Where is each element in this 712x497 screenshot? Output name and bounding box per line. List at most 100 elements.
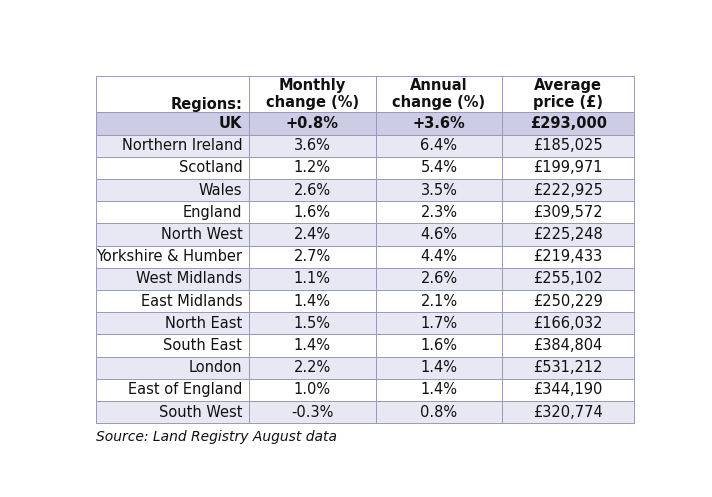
Bar bbox=[249, 401, 376, 423]
Bar bbox=[249, 112, 376, 135]
Text: London: London bbox=[189, 360, 243, 375]
Text: 3.5%: 3.5% bbox=[421, 182, 457, 198]
Text: £222,925: £222,925 bbox=[533, 182, 603, 198]
Bar bbox=[95, 334, 249, 356]
Text: 2.1%: 2.1% bbox=[420, 294, 458, 309]
Text: Northern Ireland: Northern Ireland bbox=[122, 138, 243, 153]
Text: -0.3%: -0.3% bbox=[291, 405, 334, 419]
Text: Scotland: Scotland bbox=[179, 161, 243, 175]
Text: £225,248: £225,248 bbox=[533, 227, 603, 242]
Text: 1.2%: 1.2% bbox=[294, 161, 331, 175]
Bar bbox=[376, 401, 502, 423]
Bar bbox=[95, 401, 249, 423]
Bar bbox=[502, 290, 634, 312]
Text: Annual
change (%): Annual change (%) bbox=[392, 78, 486, 110]
Bar bbox=[502, 312, 634, 334]
Text: 2.2%: 2.2% bbox=[294, 360, 331, 375]
Text: 2.6%: 2.6% bbox=[294, 182, 331, 198]
Bar bbox=[249, 334, 376, 356]
Text: 1.7%: 1.7% bbox=[420, 316, 458, 331]
Bar bbox=[249, 246, 376, 268]
Bar bbox=[249, 201, 376, 223]
Text: UK: UK bbox=[219, 116, 243, 131]
Bar bbox=[95, 356, 249, 379]
Text: Regions:: Regions: bbox=[171, 97, 243, 112]
Text: Monthly
change (%): Monthly change (%) bbox=[266, 78, 359, 110]
Bar bbox=[502, 223, 634, 246]
Bar bbox=[376, 76, 502, 112]
Bar bbox=[249, 157, 376, 179]
Bar bbox=[95, 179, 249, 201]
Text: £320,774: £320,774 bbox=[533, 405, 603, 419]
Bar bbox=[376, 379, 502, 401]
Text: £166,032: £166,032 bbox=[533, 316, 603, 331]
Bar bbox=[376, 179, 502, 201]
Text: 6.4%: 6.4% bbox=[421, 138, 457, 153]
Bar bbox=[95, 290, 249, 312]
Bar bbox=[95, 223, 249, 246]
Bar bbox=[502, 135, 634, 157]
Bar bbox=[376, 290, 502, 312]
Bar bbox=[95, 157, 249, 179]
Bar bbox=[95, 135, 249, 157]
Text: £309,572: £309,572 bbox=[533, 205, 603, 220]
Text: 4.4%: 4.4% bbox=[421, 249, 457, 264]
Bar bbox=[249, 223, 376, 246]
Bar bbox=[249, 290, 376, 312]
Bar bbox=[249, 179, 376, 201]
Text: 1.4%: 1.4% bbox=[421, 382, 457, 398]
Text: 1.0%: 1.0% bbox=[294, 382, 331, 398]
Text: 3.6%: 3.6% bbox=[294, 138, 331, 153]
Bar bbox=[95, 312, 249, 334]
Bar bbox=[249, 312, 376, 334]
Bar bbox=[376, 157, 502, 179]
Bar bbox=[502, 201, 634, 223]
Bar bbox=[376, 312, 502, 334]
Text: 4.6%: 4.6% bbox=[421, 227, 457, 242]
Bar bbox=[249, 356, 376, 379]
Bar bbox=[502, 76, 634, 112]
Bar bbox=[95, 76, 249, 112]
Bar bbox=[249, 135, 376, 157]
Text: South East: South East bbox=[164, 338, 243, 353]
Text: Yorkshire & Humber: Yorkshire & Humber bbox=[97, 249, 243, 264]
Text: South West: South West bbox=[159, 405, 243, 419]
Text: Average
price (£): Average price (£) bbox=[533, 78, 603, 110]
Bar bbox=[502, 112, 634, 135]
Text: £384,804: £384,804 bbox=[533, 338, 603, 353]
Bar bbox=[376, 201, 502, 223]
Bar bbox=[502, 334, 634, 356]
Bar bbox=[502, 179, 634, 201]
Bar bbox=[502, 157, 634, 179]
Text: £344,190: £344,190 bbox=[533, 382, 603, 398]
Text: 2.6%: 2.6% bbox=[420, 271, 458, 286]
Bar bbox=[502, 268, 634, 290]
Text: North West: North West bbox=[161, 227, 243, 242]
Text: +3.6%: +3.6% bbox=[412, 116, 466, 131]
Text: 2.3%: 2.3% bbox=[421, 205, 457, 220]
Bar bbox=[502, 401, 634, 423]
Bar bbox=[95, 201, 249, 223]
Text: 1.6%: 1.6% bbox=[421, 338, 457, 353]
Bar bbox=[376, 246, 502, 268]
Bar bbox=[502, 246, 634, 268]
Text: £531,212: £531,212 bbox=[533, 360, 603, 375]
Text: £199,971: £199,971 bbox=[533, 161, 603, 175]
Text: Source: Land Registry August data: Source: Land Registry August data bbox=[95, 430, 337, 444]
Text: 1.1%: 1.1% bbox=[294, 271, 331, 286]
Text: East Midlands: East Midlands bbox=[141, 294, 243, 309]
Text: 2.7%: 2.7% bbox=[294, 249, 331, 264]
Bar bbox=[376, 268, 502, 290]
Bar bbox=[502, 379, 634, 401]
Bar bbox=[376, 135, 502, 157]
Text: Wales: Wales bbox=[199, 182, 243, 198]
Text: East of England: East of England bbox=[128, 382, 243, 398]
Text: 1.4%: 1.4% bbox=[294, 338, 331, 353]
Text: North East: North East bbox=[165, 316, 243, 331]
Bar bbox=[376, 334, 502, 356]
Bar bbox=[95, 112, 249, 135]
Text: 1.5%: 1.5% bbox=[294, 316, 331, 331]
Bar bbox=[376, 356, 502, 379]
Bar bbox=[249, 379, 376, 401]
Text: 2.4%: 2.4% bbox=[294, 227, 331, 242]
